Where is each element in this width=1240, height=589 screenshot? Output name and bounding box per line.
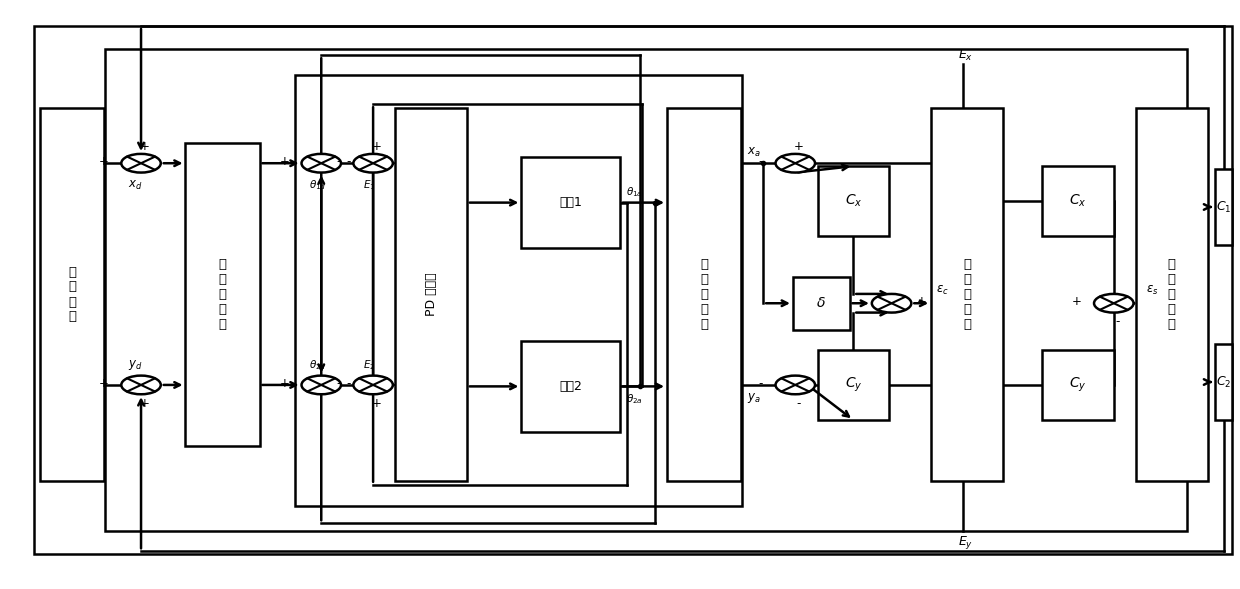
Bar [396,108,467,481]
Bar [1042,350,1114,420]
Text: +: + [372,397,382,410]
Text: -: - [336,155,341,168]
Text: $C_y$: $C_y$ [1069,376,1086,394]
Circle shape [775,376,815,394]
Text: $\theta_{1d}$: $\theta_{1d}$ [309,178,326,192]
Text: $\delta$: $\delta$ [816,296,826,310]
Bar [186,143,259,446]
Text: $E_y$: $E_y$ [959,534,973,551]
Text: $C_1$: $C_1$ [1216,200,1231,214]
Text: +: + [372,140,382,153]
Circle shape [353,376,393,394]
Text: 运
动
学
正
解: 运 动 学 正 解 [699,258,708,331]
Text: -: - [346,155,351,168]
Text: 关节1: 关节1 [559,196,582,209]
Bar [1215,344,1233,420]
Text: $E_2$: $E_2$ [363,358,376,372]
Text: -: - [759,377,763,390]
Bar [931,108,1003,481]
Text: $C_x$: $C_x$ [1069,193,1086,209]
Bar [521,341,620,432]
Circle shape [122,154,161,173]
Text: 运
动
学
逆
解: 运 动 学 逆 解 [218,258,227,331]
Text: +: + [140,397,150,410]
Bar [817,166,889,236]
Text: $E_x$: $E_x$ [959,48,973,63]
Bar [105,49,1187,531]
Circle shape [301,376,341,394]
Text: $\varepsilon_s$: $\varepsilon_s$ [1146,284,1158,297]
Circle shape [301,154,341,173]
Text: 同
步
控
制
器: 同 步 控 制 器 [1168,258,1176,331]
Text: +: + [1071,295,1081,308]
Bar [792,277,849,329]
Circle shape [122,376,161,394]
Text: -: - [346,377,351,390]
Text: +: + [140,140,150,153]
Text: $\theta_{1a}$: $\theta_{1a}$ [626,185,644,199]
Text: +: + [794,140,804,153]
Text: +: + [279,155,289,168]
Text: -: - [1115,316,1120,329]
Bar [667,108,742,481]
Text: $x_a$: $x_a$ [748,146,761,159]
Text: +: + [99,377,109,390]
Text: $C_x$: $C_x$ [844,193,862,209]
Text: 插
值
补
偿: 插 值 补 偿 [68,266,76,323]
Text: -: - [336,377,341,390]
Text: $\theta_{2d}$: $\theta_{2d}$ [309,358,326,372]
Text: $C_y$: $C_y$ [844,376,862,394]
Text: $C_2$: $C_2$ [1216,375,1231,389]
Text: 轮
廓
控
制
器: 轮 廓 控 制 器 [963,258,971,331]
Text: +: + [916,295,926,308]
Bar [521,157,620,248]
Text: $\varepsilon_c$: $\varepsilon_c$ [936,284,949,297]
Bar [1136,108,1208,481]
Bar [817,350,889,420]
Circle shape [353,154,393,173]
Text: -: - [797,397,801,410]
Circle shape [872,294,911,313]
Text: 关节2: 关节2 [559,380,582,393]
Text: -: - [759,155,763,168]
Text: PD 控制器: PD 控制器 [424,273,438,316]
Text: +: + [99,155,109,168]
Text: $x_d$: $x_d$ [128,179,143,192]
Circle shape [1094,294,1133,313]
Text: $y_d$: $y_d$ [128,358,143,372]
Text: $E_1$: $E_1$ [363,178,376,192]
Bar [295,75,743,506]
Bar [1215,169,1233,245]
Text: +: + [279,377,289,390]
Bar [40,108,104,481]
Circle shape [775,154,815,173]
Text: $y_a$: $y_a$ [748,391,761,405]
Text: $\theta_{2a}$: $\theta_{2a}$ [626,392,644,406]
Bar [1042,166,1114,236]
